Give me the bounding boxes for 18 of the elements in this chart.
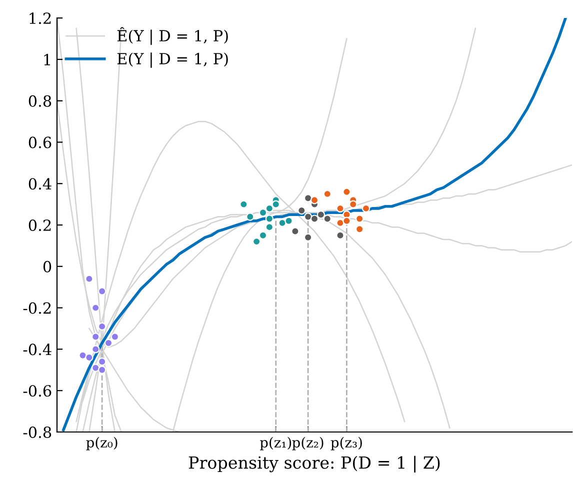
x-tick-label: p(z₀) (86, 436, 118, 450)
x-axis-title: Propensity score: P(D = 1 | Z) (188, 456, 440, 473)
legend-label: E(Y | D = 1, P) (117, 52, 228, 68)
x-tick-label: p(z₃) (330, 436, 362, 450)
y-tick-label: 0.6 (28, 136, 52, 148)
y-tick-label: -0.8 (23, 426, 52, 438)
y-tick-label: 1.2 (30, 12, 51, 24)
y-tick-label: 0 (43, 260, 52, 272)
y-tick-label: 1 (44, 54, 50, 66)
y-tick-label: -0.6 (23, 385, 52, 397)
y-tick-label: 0.8 (28, 95, 52, 107)
y-tick-label: 0.4 (28, 178, 52, 190)
y-tick-label: 0.2 (28, 219, 51, 232)
x-tick-label: p(z₁) (260, 436, 292, 450)
y-tick-label: -0.2 (23, 302, 51, 314)
legend-label: Ê(Y | D = 1, P) (117, 27, 228, 45)
x-tick-label: p(z₂) (292, 436, 324, 450)
y-tick-label: -0.4 (23, 344, 52, 356)
